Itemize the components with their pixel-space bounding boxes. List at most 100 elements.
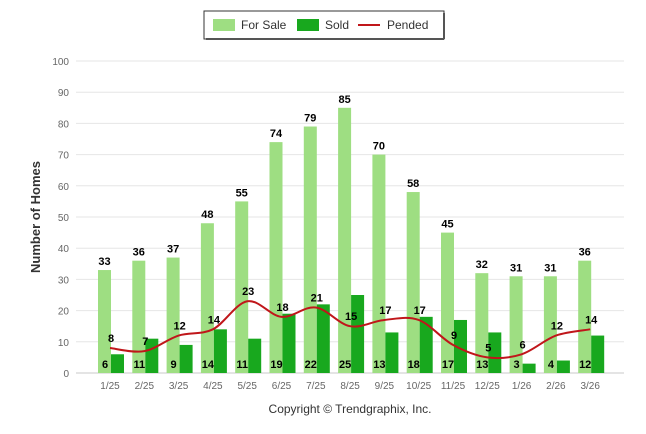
label-sold-2/26: 4 [548,359,555,371]
legend-item-for-sale[interactable]: For Sale [213,18,287,32]
bar-sold-5/25 [248,338,262,373]
x-tick-label-4/25: 4/25 [203,381,223,392]
y-tick-label-10: 10 [58,338,70,349]
bar-sold-7/25 [316,304,330,373]
bar-for-sale-8/25 [338,107,352,374]
legend-swatch-for-sale [213,19,235,31]
bar-for-sale-1/26 [509,276,523,373]
label-sold-3/25: 9 [171,359,177,371]
label-sold-1/25: 6 [102,359,108,371]
bar-sold-3/25 [179,344,193,373]
legend: For Sale Sold Pended [203,10,445,40]
label-pended-11/25: 9 [451,330,457,342]
label-for-sale-5/25: 55 [236,187,248,199]
label-pended-5/25: 23 [242,286,254,298]
bar-for-sale-2/26 [543,276,557,373]
label-for-sale-3/26: 36 [579,247,591,259]
legend-label-pended: Pended [387,18,428,32]
bar-sold-9/25 [385,332,399,373]
x-tick-label-9/25: 9/25 [375,381,395,392]
y-tick-label-60: 60 [58,182,70,193]
label-pended-10/25: 17 [414,305,426,317]
y-tick-label-50: 50 [58,213,70,224]
bar-for-sale-1/25 [98,270,111,373]
label-sold-1/26: 3 [514,359,520,371]
y-tick-label-90: 90 [58,88,70,99]
label-sold-5/25: 11 [236,359,248,371]
y-tick-label-80: 80 [58,119,70,130]
y-tick-label-30: 30 [58,275,70,286]
bar-sold-10/25 [419,316,433,373]
pended-line-group [109,300,591,360]
x-tick-label-1/25: 1/25 [100,381,120,392]
label-for-sale-11/25: 45 [441,219,453,231]
label-sold-8/25: 25 [339,359,351,371]
bar-for-sale-3/26 [578,260,592,373]
legend-item-pended[interactable]: Pended [358,18,428,32]
label-sold-9/25: 13 [373,359,385,371]
bar-sold-11/25 [454,319,467,373]
x-tick-label-1/26: 1/26 [512,381,532,392]
y-tick-label-40: 40 [58,244,70,255]
label-for-sale-8/25: 85 [338,94,350,106]
y-tick-label-20: 20 [58,307,70,318]
label-pended-3/26: 14 [585,314,598,326]
bar-sold-2/26 [556,360,570,373]
label-sold-7/25: 22 [305,359,317,371]
label-pended-12/25: 5 [485,342,491,354]
bar-for-sale-6/25 [269,142,283,373]
label-pended-8/25: 15 [345,311,357,323]
label-pended-7/25: 21 [311,292,323,304]
bar-sold-8/25 [351,295,365,373]
label-for-sale-6/25: 74 [270,128,283,140]
bars [98,107,605,374]
x-tick-label-12/25: 12/25 [475,381,500,392]
bar-for-sale-10/25 [406,192,420,373]
bar-sold-3/26 [591,335,605,373]
legend-box [203,10,445,40]
legend-label-sold: Sold [325,18,349,32]
bar-sold-4/25 [213,329,227,373]
bar-sold-12/25 [488,332,502,373]
bar-for-sale-5/25 [235,201,249,373]
label-for-sale-12/25: 32 [476,259,488,271]
x-tick-label-2/26: 2/26 [546,381,566,392]
label-sold-4/25: 14 [202,359,215,371]
legend-item-sold[interactable]: Sold [297,18,349,32]
bar-sold-1/26 [522,363,536,373]
bar-for-sale-4/25 [200,223,214,373]
legend-swatch-sold [297,19,319,31]
label-sold-12/25: 13 [476,359,488,371]
x-tick-label-6/25: 6/25 [272,381,292,392]
x-tick-label-10/25: 10/25 [406,381,431,392]
legend-label-for-sale: For Sale [241,18,287,32]
bar-for-sale-2/25 [132,260,146,373]
copyright-footer: Copyright © Trendgraphix, Inc. [269,402,432,416]
y-axis-title: Number of Homes [28,161,43,273]
label-pended-9/25: 17 [379,305,391,317]
label-for-sale-9/25: 70 [373,141,385,153]
bar-for-sale-9/25 [372,154,386,373]
label-pended-6/25: 18 [276,302,288,314]
label-sold-11/25: 17 [442,359,454,371]
label-sold-6/25: 19 [270,359,282,371]
label-for-sale-2/26: 31 [544,262,556,274]
bar-for-sale-7/25 [303,126,317,374]
label-for-sale-2/25: 36 [133,247,145,259]
label-pended-2/26: 12 [551,321,563,333]
data-labels: 3363611379481455117419792285257013581845… [98,94,598,371]
label-pended-4/25: 14 [208,314,221,326]
x-tick-label-11/25: 11/25 [441,381,466,392]
x-tick-label-2/25: 2/25 [135,381,155,392]
label-sold-2/25: 11 [133,359,145,371]
x-tick-label-5/25: 5/25 [237,381,257,392]
label-for-sale-1/26: 31 [510,262,522,274]
y-tick-label-70: 70 [58,151,70,162]
bar-for-sale-12/25 [475,273,489,373]
x-tick-label-8/25: 8/25 [340,381,360,392]
pended-line [109,300,591,360]
y-axis-ticks: 0 10 20 30 40 50 60 70 80 90 100 [52,57,69,380]
bar-sold-6/25 [282,313,296,373]
x-tick-label-3/25: 3/25 [169,381,189,392]
